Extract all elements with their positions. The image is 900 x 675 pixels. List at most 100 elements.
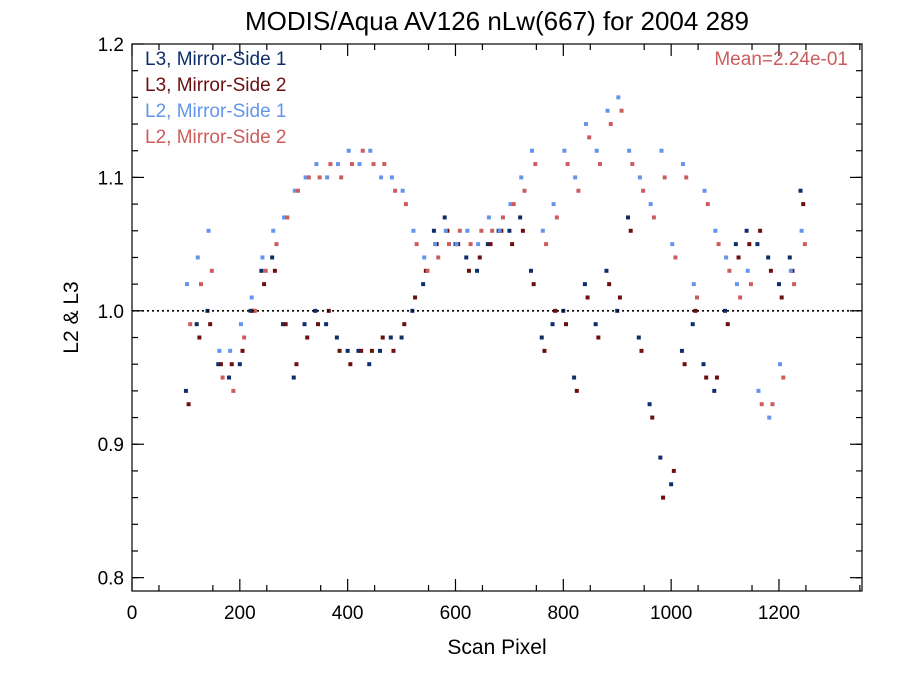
data-point-series-4	[425, 268, 430, 273]
data-point-series-1	[216, 362, 221, 367]
data-point-series-4	[382, 162, 387, 167]
data-point-series-1	[270, 255, 275, 260]
data-point-series-3	[184, 282, 189, 287]
data-point-series-2	[747, 242, 752, 247]
data-point-series-1	[582, 282, 587, 287]
data-point-series-3	[422, 255, 427, 260]
data-point-series-2	[585, 295, 590, 300]
data-point-series-2	[553, 308, 558, 313]
data-point-series-4	[188, 322, 193, 327]
marks-layer	[183, 95, 807, 500]
data-point-series-4	[576, 188, 581, 193]
data-point-series-2	[682, 362, 687, 367]
data-point-series-1	[744, 228, 749, 233]
data-point-series-4	[317, 175, 322, 180]
data-point-series-1	[259, 268, 264, 273]
data-point-series-3	[583, 122, 588, 127]
mean-annotation: Mean=2.24e-01	[714, 49, 848, 70]
data-point-series-2	[262, 282, 267, 287]
data-point-series-3	[594, 148, 599, 153]
y-tick-label: 0.8	[98, 569, 124, 590]
data-point-series-3	[724, 255, 729, 260]
data-point-series-3	[691, 282, 696, 287]
data-point-series-4	[403, 202, 408, 207]
data-point-series-3	[497, 228, 502, 233]
data-point-series-3	[346, 148, 351, 153]
data-point-series-3	[605, 108, 610, 113]
data-point-series-3	[238, 322, 243, 327]
legend-entry: L2, Mirror-Side 1	[145, 101, 287, 122]
data-point-series-3	[271, 228, 276, 233]
data-point-series-2	[801, 202, 806, 207]
plot-frame	[131, 43, 863, 592]
data-point-series-1	[442, 215, 447, 220]
x-tick-label: 600	[440, 603, 472, 624]
data-point-series-4	[349, 162, 354, 167]
data-point-series-2	[466, 268, 471, 273]
data-point-series-4	[695, 295, 700, 300]
data-point-series-3	[260, 255, 265, 260]
data-point-series-3	[454, 242, 459, 247]
legend: L3, Mirror-Side 1 L3, Mirror-Side 2 L2, Mi…	[145, 49, 287, 148]
x-tick-label: 0	[127, 603, 138, 624]
data-point-series-2	[574, 388, 579, 393]
data-point-series-1	[626, 215, 631, 220]
data-point-series-3	[432, 242, 437, 247]
data-point-series-4	[285, 215, 290, 220]
data-point-series-4	[662, 175, 667, 180]
data-point-series-1	[658, 455, 663, 460]
data-point-series-3	[303, 175, 308, 180]
data-point-series-3	[314, 162, 319, 167]
data-point-series-3	[465, 228, 470, 233]
data-point-series-1	[723, 308, 728, 313]
data-point-series-4	[479, 228, 484, 233]
data-point-series-2	[337, 348, 342, 353]
data-point-series-4	[306, 175, 311, 180]
data-point-series-2	[283, 322, 288, 327]
data-point-series-1	[604, 268, 609, 273]
data-point-series-1	[550, 322, 555, 327]
data-point-series-3	[389, 175, 394, 180]
data-point-series-3	[249, 295, 254, 300]
data-point-series-3	[767, 415, 772, 420]
data-point-series-4	[360, 148, 365, 153]
data-point-series-3	[788, 268, 793, 273]
data-point-series-2	[736, 255, 741, 260]
data-point-series-3	[411, 228, 416, 233]
data-point-series-4	[199, 282, 204, 287]
data-point-series-3	[357, 162, 362, 167]
data-point-series-4	[716, 242, 721, 247]
data-point-series-2	[240, 348, 245, 353]
data-point-series-2	[229, 362, 234, 367]
x-tick-label: 400	[332, 603, 364, 624]
data-point-series-4	[274, 242, 279, 247]
data-point-series-1	[766, 255, 771, 260]
data-point-series-2	[725, 322, 730, 327]
data-point-series-4	[371, 162, 376, 167]
data-point-series-2	[510, 242, 515, 247]
data-point-series-1	[798, 188, 803, 193]
data-point-series-1	[475, 268, 480, 273]
data-point-series-3	[713, 228, 718, 233]
data-point-series-4	[684, 175, 689, 180]
chart-title: MODIS/Aqua AV126 nLw(667) for 2004 289	[245, 6, 749, 36]
data-point-series-3	[228, 348, 233, 353]
data-point-series-1	[324, 322, 329, 327]
data-point-series-4	[544, 242, 549, 247]
data-point-series-1	[712, 388, 717, 393]
data-point-series-2	[477, 255, 482, 260]
y-tick-label: 1.1	[98, 168, 124, 189]
data-point-series-3	[325, 175, 330, 180]
data-point-series-4	[781, 375, 786, 380]
data-point-series-4	[792, 282, 797, 287]
data-point-series-1	[755, 242, 760, 247]
data-point-series-2	[693, 308, 698, 313]
data-point-series-1	[647, 402, 652, 407]
data-point-series-4	[511, 202, 516, 207]
data-point-series-2	[607, 282, 612, 287]
data-point-series-1	[539, 335, 544, 340]
data-point-series-4	[565, 162, 570, 167]
data-point-series-2	[650, 415, 655, 420]
x-tick-label: 1200	[758, 603, 800, 624]
data-point-series-3	[282, 215, 287, 220]
